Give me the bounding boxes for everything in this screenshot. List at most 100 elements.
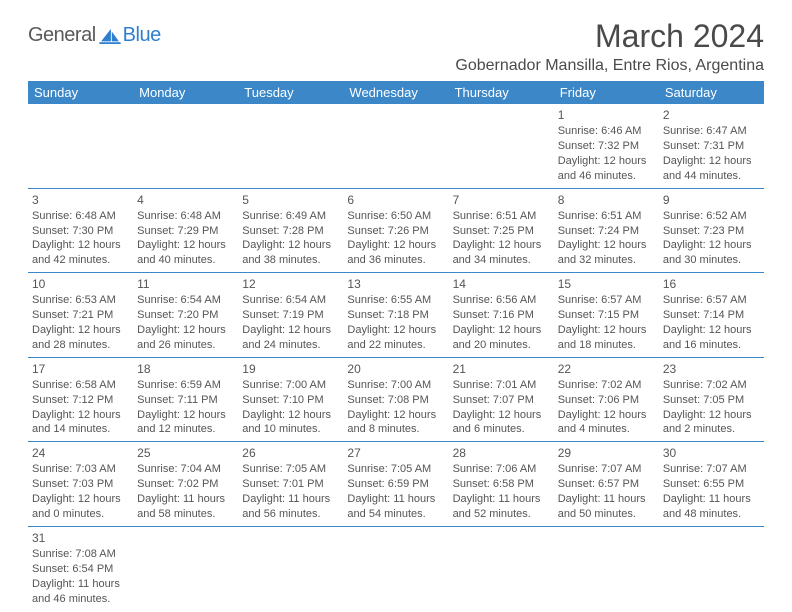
daylight-text: and 22 minutes.	[347, 338, 444, 353]
sunrise-text: Sunrise: 7:02 AM	[663, 378, 760, 393]
calendar-row: 24Sunrise: 7:03 AMSunset: 7:03 PMDayligh…	[28, 442, 764, 527]
calendar-row: 1Sunrise: 6:46 AMSunset: 7:32 PMDaylight…	[28, 104, 764, 188]
daylight-text: and 34 minutes.	[453, 253, 550, 268]
sunrise-text: Sunrise: 7:03 AM	[32, 462, 129, 477]
daylight-text: Daylight: 12 hours	[32, 238, 129, 253]
calendar-cell-empty	[238, 526, 343, 610]
day-header: Sunday	[28, 81, 133, 104]
calendar-cell-empty	[343, 526, 448, 610]
daylight-text: Daylight: 11 hours	[558, 492, 655, 507]
sunset-text: Sunset: 7:30 PM	[32, 224, 129, 239]
sunrise-text: Sunrise: 6:50 AM	[347, 209, 444, 224]
calendar-cell: 18Sunrise: 6:59 AMSunset: 7:11 PMDayligh…	[133, 357, 238, 442]
day-number: 17	[32, 361, 129, 377]
daylight-text: and 44 minutes.	[663, 169, 760, 184]
calendar-cell: 24Sunrise: 7:03 AMSunset: 7:03 PMDayligh…	[28, 442, 133, 527]
sunrise-text: Sunrise: 6:51 AM	[558, 209, 655, 224]
title-block: March 2024 Gobernador Mansilla, Entre Ri…	[455, 18, 764, 75]
sunrise-text: Sunrise: 6:51 AM	[453, 209, 550, 224]
sail-icon	[99, 28, 121, 44]
calendar-cell-empty	[659, 526, 764, 610]
sunrise-text: Sunrise: 6:52 AM	[663, 209, 760, 224]
sunset-text: Sunset: 7:14 PM	[663, 308, 760, 323]
sunrise-text: Sunrise: 6:59 AM	[137, 378, 234, 393]
sunrise-text: Sunrise: 7:04 AM	[137, 462, 234, 477]
sunset-text: Sunset: 7:12 PM	[32, 393, 129, 408]
daylight-text: Daylight: 12 hours	[453, 408, 550, 423]
sunrise-text: Sunrise: 6:58 AM	[32, 378, 129, 393]
day-header: Friday	[554, 81, 659, 104]
calendar-cell-empty	[133, 526, 238, 610]
calendar-cell: 20Sunrise: 7:00 AMSunset: 7:08 PMDayligh…	[343, 357, 448, 442]
day-number: 10	[32, 276, 129, 292]
daylight-text: Daylight: 12 hours	[32, 408, 129, 423]
calendar-cell: 19Sunrise: 7:00 AMSunset: 7:10 PMDayligh…	[238, 357, 343, 442]
day-number: 4	[137, 192, 234, 208]
daylight-text: Daylight: 12 hours	[347, 238, 444, 253]
daylight-text: Daylight: 12 hours	[663, 408, 760, 423]
day-header: Saturday	[659, 81, 764, 104]
sunrise-text: Sunrise: 6:49 AM	[242, 209, 339, 224]
daylight-text: Daylight: 12 hours	[558, 238, 655, 253]
logo-text-general: General	[28, 24, 96, 47]
sunset-text: Sunset: 7:23 PM	[663, 224, 760, 239]
daylight-text: Daylight: 12 hours	[137, 408, 234, 423]
daylight-text: and 52 minutes.	[453, 507, 550, 522]
header: General Blue March 2024 Gobernador Mansi…	[28, 18, 764, 75]
calendar-cell: 12Sunrise: 6:54 AMSunset: 7:19 PMDayligh…	[238, 273, 343, 358]
daylight-text: and 12 minutes.	[137, 422, 234, 437]
daylight-text: and 46 minutes.	[558, 169, 655, 184]
sunrise-text: Sunrise: 7:00 AM	[242, 378, 339, 393]
sunset-text: Sunset: 6:59 PM	[347, 477, 444, 492]
calendar-cell-empty	[554, 526, 659, 610]
daylight-text: and 4 minutes.	[558, 422, 655, 437]
sunrise-text: Sunrise: 7:06 AM	[453, 462, 550, 477]
daylight-text: and 58 minutes.	[137, 507, 234, 522]
calendar-cell: 3Sunrise: 6:48 AMSunset: 7:30 PMDaylight…	[28, 188, 133, 273]
sunset-text: Sunset: 6:58 PM	[453, 477, 550, 492]
daylight-text: and 0 minutes.	[32, 507, 129, 522]
calendar-cell: 29Sunrise: 7:07 AMSunset: 6:57 PMDayligh…	[554, 442, 659, 527]
day-header: Tuesday	[238, 81, 343, 104]
sunrise-text: Sunrise: 7:08 AM	[32, 547, 129, 562]
daylight-text: and 14 minutes.	[32, 422, 129, 437]
month-title: March 2024	[455, 18, 764, 55]
sunset-text: Sunset: 7:06 PM	[558, 393, 655, 408]
calendar-cell: 7Sunrise: 6:51 AMSunset: 7:25 PMDaylight…	[449, 188, 554, 273]
sunrise-text: Sunrise: 7:07 AM	[558, 462, 655, 477]
sunrise-text: Sunrise: 6:53 AM	[32, 293, 129, 308]
daylight-text: and 40 minutes.	[137, 253, 234, 268]
daylight-text: and 36 minutes.	[347, 253, 444, 268]
daylight-text: and 8 minutes.	[347, 422, 444, 437]
daylight-text: and 30 minutes.	[663, 253, 760, 268]
calendar-cell-empty	[449, 104, 554, 188]
day-number: 14	[453, 276, 550, 292]
day-number: 2	[663, 107, 760, 123]
sunrise-text: Sunrise: 6:48 AM	[137, 209, 234, 224]
daylight-text: Daylight: 11 hours	[347, 492, 444, 507]
calendar-row: 31Sunrise: 7:08 AMSunset: 6:54 PMDayligh…	[28, 526, 764, 610]
calendar-cell: 14Sunrise: 6:56 AMSunset: 7:16 PMDayligh…	[449, 273, 554, 358]
sunrise-text: Sunrise: 6:54 AM	[242, 293, 339, 308]
daylight-text: and 10 minutes.	[242, 422, 339, 437]
day-number: 12	[242, 276, 339, 292]
daylight-text: Daylight: 12 hours	[137, 323, 234, 338]
daylight-text: Daylight: 12 hours	[242, 238, 339, 253]
sunrise-text: Sunrise: 6:46 AM	[558, 124, 655, 139]
daylight-text: Daylight: 12 hours	[32, 492, 129, 507]
sunset-text: Sunset: 7:18 PM	[347, 308, 444, 323]
calendar-cell: 9Sunrise: 6:52 AMSunset: 7:23 PMDaylight…	[659, 188, 764, 273]
day-number: 20	[347, 361, 444, 377]
sunrise-text: Sunrise: 7:05 AM	[347, 462, 444, 477]
day-number: 16	[663, 276, 760, 292]
calendar-cell: 5Sunrise: 6:49 AMSunset: 7:28 PMDaylight…	[238, 188, 343, 273]
sunrise-text: Sunrise: 7:02 AM	[558, 378, 655, 393]
daylight-text: Daylight: 12 hours	[137, 238, 234, 253]
calendar-cell: 16Sunrise: 6:57 AMSunset: 7:14 PMDayligh…	[659, 273, 764, 358]
daylight-text: and 32 minutes.	[558, 253, 655, 268]
daylight-text: Daylight: 12 hours	[663, 154, 760, 169]
daylight-text: Daylight: 11 hours	[32, 577, 129, 592]
day-number: 3	[32, 192, 129, 208]
day-header-row: Sunday Monday Tuesday Wednesday Thursday…	[28, 81, 764, 104]
sunrise-text: Sunrise: 6:48 AM	[32, 209, 129, 224]
